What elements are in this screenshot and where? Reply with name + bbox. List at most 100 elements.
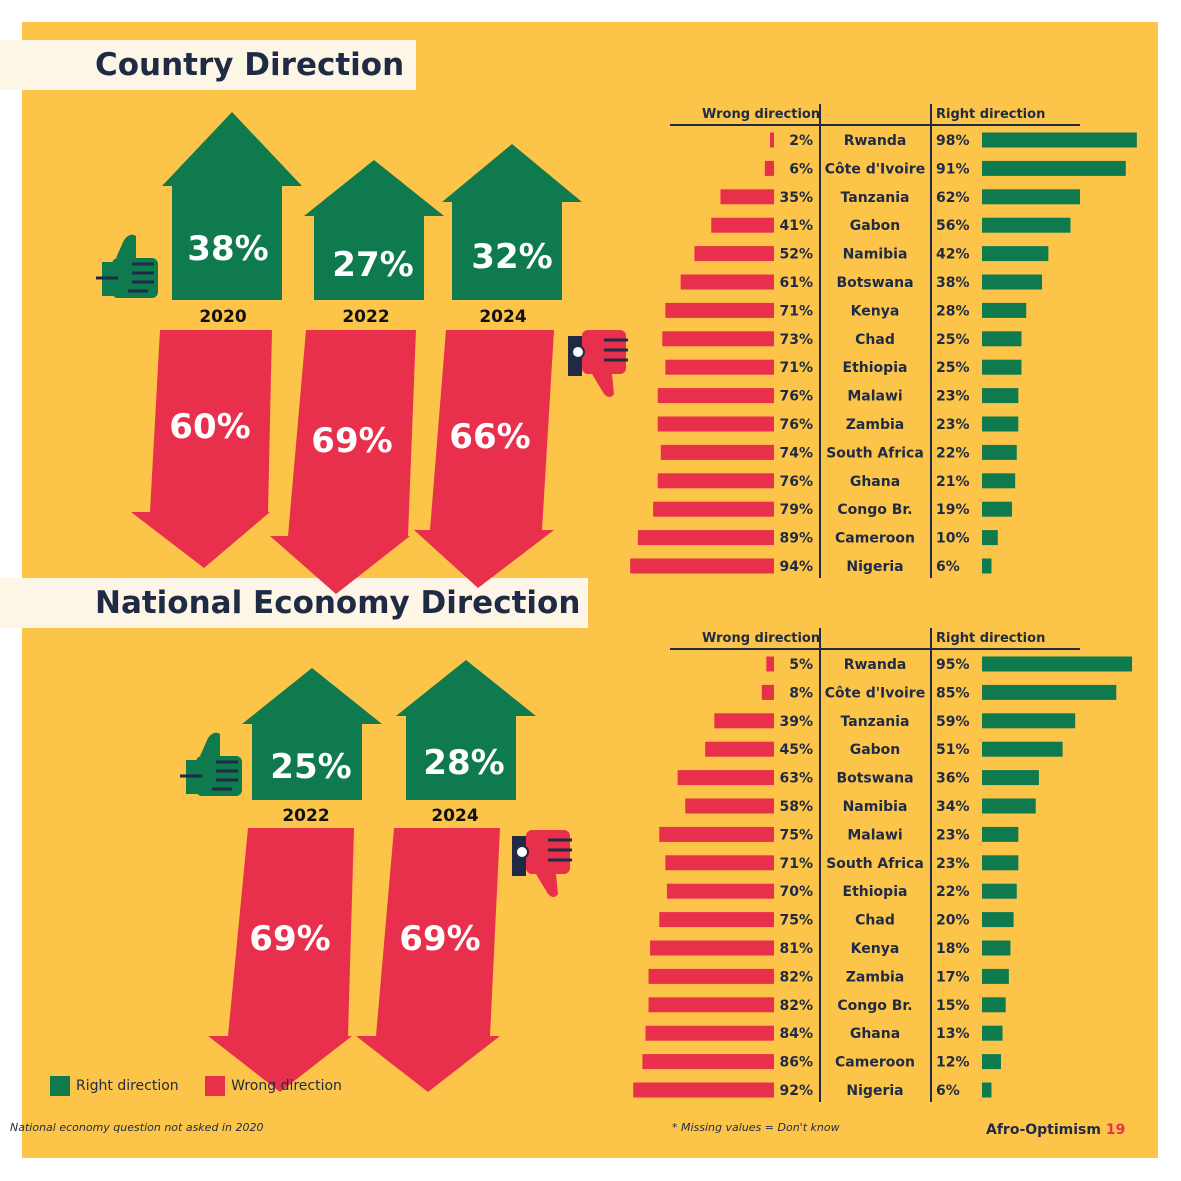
- table2-country-label: Congo Br.: [837, 998, 912, 1014]
- table2-right-value: 12%: [936, 1055, 970, 1071]
- table1-wrong-value: 41%: [779, 218, 813, 234]
- table2-right-bar: [982, 1054, 1001, 1070]
- table2-wrong-value: 58%: [779, 799, 813, 815]
- table1-country-label: South Africa: [826, 445, 924, 461]
- table1-wrong-bar: [764, 160, 774, 176]
- econ-right-arrow-2024: [396, 660, 536, 800]
- table1-wrong-bar: [770, 132, 774, 148]
- table2-right-bar: [982, 826, 1019, 842]
- table1-country-label: Botswana: [836, 275, 913, 291]
- table1-wrong-value: 76%: [779, 389, 813, 405]
- econ-thumbs-up-icon: [180, 732, 242, 796]
- table2-wrong-value: 75%: [779, 913, 813, 929]
- table1-wrong-bar: [680, 274, 774, 290]
- table2-right-bar: [982, 968, 1009, 984]
- table2-header-right: Right direction: [936, 631, 1045, 646]
- table1-right-bar: [982, 246, 1049, 262]
- year-2020: 2020: [199, 307, 246, 327]
- table1-wrong-bar: [630, 558, 774, 574]
- table2-right-value: 17%: [936, 969, 970, 985]
- table1-country-label: Chad: [855, 332, 895, 348]
- table1-right-value: 22%: [936, 445, 970, 461]
- table2-wrong-value: 8%: [789, 685, 813, 701]
- table1-wrong-value: 71%: [779, 303, 813, 319]
- econ-thumbs-down-icon: [512, 830, 572, 897]
- table1-wrong-bar: [665, 302, 774, 318]
- table2-country-label: Cameroon: [835, 1055, 915, 1071]
- table1-wrong-value: 76%: [779, 474, 813, 490]
- table2-country-label: Namibia: [843, 799, 908, 815]
- table2-country-label: South Africa: [826, 856, 924, 872]
- table1-right-value: 25%: [936, 360, 970, 376]
- table2-right-bar: [982, 1025, 1003, 1041]
- table1-right-value: 28%: [936, 303, 970, 319]
- table1-wrong-bar: [637, 530, 774, 546]
- table1-country-label: Tanzania: [841, 190, 910, 206]
- table1-rows: 2% Rwanda 98% 6% Côte d'Ivoire 91% 35% Tanzania…: [630, 132, 1137, 575]
- table2-country-label: Malawi: [847, 827, 902, 843]
- right-arrow-2022: [304, 160, 444, 300]
- table2-wrong-value: 75%: [779, 827, 813, 843]
- table2-right-bar: [982, 883, 1017, 899]
- table2-wrong-value: 71%: [779, 856, 813, 872]
- legend-wrong: Wrong direction: [205, 1076, 342, 1096]
- table1-wrong-value: 94%: [779, 559, 813, 575]
- year-2022: 2022: [342, 307, 389, 327]
- table1-right-bar: [982, 302, 1027, 318]
- table1-wrong-value: 79%: [779, 502, 813, 518]
- table1-wrong-value: 76%: [779, 417, 813, 433]
- table1-right-value: 23%: [936, 417, 970, 433]
- table2-wrong-value: 81%: [779, 941, 813, 957]
- thumbs-down-icon: [568, 330, 628, 397]
- country-direction-table: Wrong direction Right direction 2% Rwanda…: [630, 104, 1137, 578]
- table2-wrong-value: 92%: [779, 1083, 813, 1099]
- table2-right-value: 95%: [936, 657, 970, 673]
- table2-right-bar: [982, 997, 1006, 1013]
- table1-right-value: 42%: [936, 247, 970, 263]
- table2-wrong-bar: [648, 968, 774, 984]
- brand-footer: Afro-Optimism 19: [986, 1122, 1125, 1138]
- table1-right-bar: [982, 331, 1022, 347]
- table2-right-bar: [982, 684, 1117, 700]
- economy-arrow-2024: 28% 2024 69%: [356, 660, 536, 1092]
- table2-wrong-bar: [659, 826, 774, 842]
- table2-right-value: 23%: [936, 856, 970, 872]
- table1-right-bar: [982, 359, 1022, 375]
- table2-right-value: 13%: [936, 1026, 970, 1042]
- table2-wrong-value: 84%: [779, 1026, 813, 1042]
- table1-country-label: Malawi: [847, 389, 902, 405]
- table1-right-value: 23%: [936, 389, 970, 405]
- table2-country-label: Chad: [855, 913, 895, 929]
- footnote-right: * Missing values = Don't know: [672, 1121, 840, 1134]
- table1-right-bar: [982, 132, 1137, 148]
- econ-wrong-arrow-2022: [208, 828, 354, 1092]
- table2-wrong-bar: [648, 997, 774, 1013]
- table1-wrong-bar: [662, 331, 774, 347]
- table1-right-value: 62%: [936, 190, 970, 206]
- legend-right-swatch: [50, 1076, 70, 1096]
- table1-right-bar: [982, 388, 1019, 404]
- table1-right-bar: [982, 160, 1126, 176]
- table2-wrong-value: 86%: [779, 1055, 813, 1071]
- econ-year-2024: 2024: [431, 806, 478, 826]
- econ-right-arrow-2022: [242, 668, 382, 800]
- thumbs-up-icon: [96, 234, 158, 298]
- table1-right-bar: [982, 530, 998, 546]
- table2-wrong-bar: [665, 855, 774, 871]
- table2-right-value: 34%: [936, 799, 970, 815]
- table1-right-value: 21%: [936, 474, 970, 490]
- table1-wrong-bar: [720, 189, 774, 205]
- table1-wrong-value: 52%: [779, 247, 813, 263]
- table1-wrong-value: 2%: [789, 133, 813, 149]
- econ-wrong-pct-2024: 69%: [399, 919, 480, 959]
- table1-wrong-value: 71%: [779, 360, 813, 376]
- table1-wrong-value: 89%: [779, 531, 813, 547]
- table2-right-value: 18%: [936, 941, 970, 957]
- table1-country-label: Gabon: [850, 218, 901, 234]
- wrong-pct-2020: 60%: [169, 407, 250, 447]
- table1-country-label: Rwanda: [844, 133, 907, 149]
- table2-country-label: Ghana: [850, 1026, 900, 1042]
- table2-wrong-value: 5%: [789, 657, 813, 673]
- table2-wrong-bar: [659, 912, 774, 928]
